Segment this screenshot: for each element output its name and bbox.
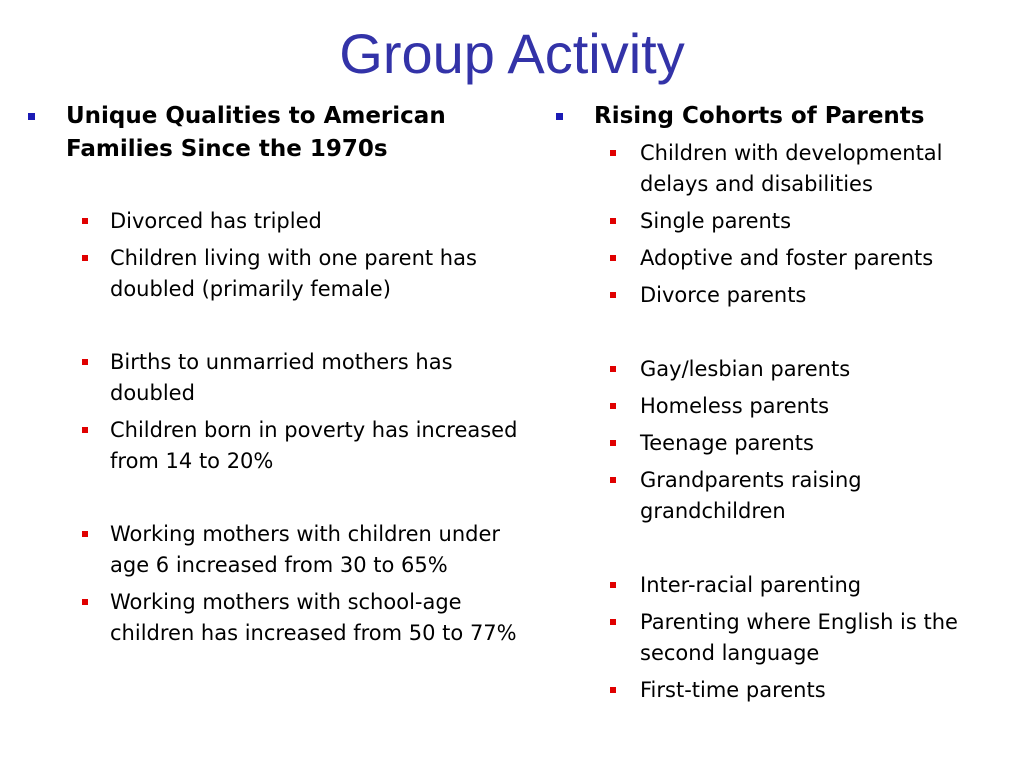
list-item-text: Births to unmarried mothers has doubled xyxy=(110,350,453,405)
list-item-text: Grandparents raising grandchildren xyxy=(640,468,862,523)
list-item: Children born in poverty has increased f… xyxy=(28,415,538,477)
list-item-text: Inter-racial parenting xyxy=(640,573,862,597)
right-group-2: Gay/lesbian parents Homeless parents Tee… xyxy=(556,354,996,527)
list-item-text: Parenting where English is the second la… xyxy=(640,610,958,665)
square-bullet-icon xyxy=(610,150,616,156)
list-item-text: Divorce parents xyxy=(640,283,807,307)
list-item: Grandparents raising grandchildren xyxy=(556,465,996,527)
list-item-text: Teenage parents xyxy=(640,431,814,455)
list-item-text: Children with developmental delays and d… xyxy=(640,141,943,196)
list-item: Working mothers with children under age … xyxy=(28,519,538,581)
square-bullet-icon xyxy=(82,255,88,261)
list-item: Births to unmarried mothers has doubled xyxy=(28,347,538,409)
list-item-text: First-time parents xyxy=(640,678,826,702)
list-item: Children living with one parent has doub… xyxy=(28,243,538,305)
square-bullet-icon xyxy=(28,113,35,120)
left-heading-text: Unique Qualities to American Families Si… xyxy=(66,103,446,162)
square-bullet-icon xyxy=(610,619,616,625)
square-bullet-icon xyxy=(82,427,88,433)
left-column: Unique Qualities to American Families Si… xyxy=(28,100,538,649)
right-heading-text: Rising Cohorts of Parents xyxy=(594,103,925,129)
list-item-text: Adoptive and foster parents xyxy=(640,246,934,270)
list-item-text: Single parents xyxy=(640,209,792,233)
list-item: First-time parents xyxy=(556,675,996,706)
right-group-3: Inter-racial parenting Parenting where E… xyxy=(556,570,996,706)
right-heading: Rising Cohorts of Parents xyxy=(556,100,996,133)
list-item: Gay/lesbian parents xyxy=(556,354,996,385)
list-item: Working mothers with school-age children… xyxy=(28,587,538,649)
right-column: Rising Cohorts of Parents Children with … xyxy=(556,100,996,706)
square-bullet-icon xyxy=(610,218,616,224)
list-item-text: Homeless parents xyxy=(640,394,830,418)
list-item-text: Children living with one parent has doub… xyxy=(110,246,477,301)
square-bullet-icon xyxy=(556,113,563,120)
square-bullet-icon xyxy=(610,440,616,446)
square-bullet-icon xyxy=(610,582,616,588)
list-item: Single parents xyxy=(556,206,996,237)
square-bullet-icon xyxy=(82,359,88,365)
right-group-1: Children with developmental delays and d… xyxy=(556,138,996,311)
list-item-text: Divorced has tripled xyxy=(110,209,322,233)
square-bullet-icon xyxy=(610,366,616,372)
slide-title: Group Activity xyxy=(339,22,685,85)
list-item: Inter-racial parenting xyxy=(556,570,996,601)
list-item: Divorced has tripled xyxy=(28,206,538,237)
list-item-text: Working mothers with school-age children… xyxy=(110,590,517,645)
square-bullet-icon xyxy=(82,531,88,537)
list-item-text: Gay/lesbian parents xyxy=(640,357,851,381)
left-group-1: Divorced has tripled Children living wit… xyxy=(28,206,538,305)
square-bullet-icon xyxy=(610,255,616,261)
square-bullet-icon xyxy=(82,599,88,605)
square-bullet-icon xyxy=(610,477,616,483)
list-item: Homeless parents xyxy=(556,391,996,422)
square-bullet-icon xyxy=(82,218,88,224)
square-bullet-icon xyxy=(610,292,616,298)
left-group-3: Working mothers with children under age … xyxy=(28,519,538,649)
left-group-2: Births to unmarried mothers has doubled … xyxy=(28,347,538,477)
list-item: Adoptive and foster parents xyxy=(556,243,996,274)
square-bullet-icon xyxy=(610,687,616,693)
left-heading: Unique Qualities to American Families Si… xyxy=(28,100,538,166)
square-bullet-icon xyxy=(610,403,616,409)
list-item: Parenting where English is the second la… xyxy=(556,607,996,669)
list-item: Children with developmental delays and d… xyxy=(556,138,996,200)
list-item-text: Working mothers with children under age … xyxy=(110,522,501,577)
list-item: Teenage parents xyxy=(556,428,996,459)
list-item-text: Children born in poverty has increased f… xyxy=(110,418,518,473)
list-item: Divorce parents xyxy=(556,280,996,311)
